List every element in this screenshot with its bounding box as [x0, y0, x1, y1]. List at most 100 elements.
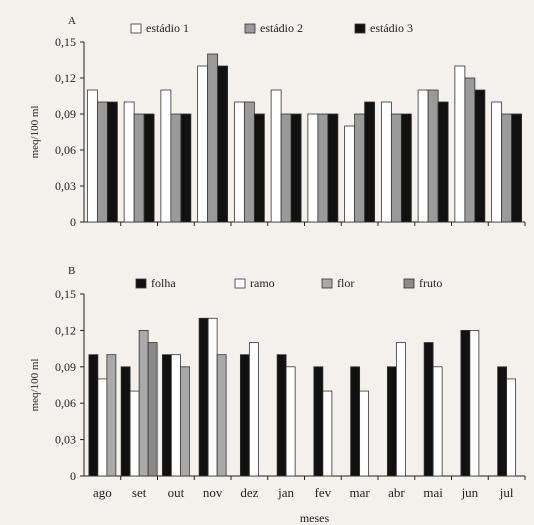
bar-estádio-3	[364, 101, 376, 223]
bar-estádio-3	[253, 113, 265, 223]
bar-estádio-3	[180, 113, 192, 223]
y-tick-label: 0,15	[55, 35, 76, 49]
bar-folha	[276, 354, 287, 477]
bar-estádio-3	[511, 113, 523, 223]
panel-b: B 0 0,03 0,06 0,09 0,12 0,15 meq/100 ml ago set ou…	[29, 265, 526, 525]
bar-estádio-3	[400, 113, 412, 223]
legend-label: folha	[151, 276, 176, 290]
x-tick-label: fev	[315, 485, 332, 500]
bar-estádio-3	[437, 101, 449, 223]
bar-folha	[120, 366, 131, 477]
bar-estádio-2	[501, 113, 513, 223]
legend-label: estádio 3	[370, 21, 413, 35]
bar-folha	[161, 354, 172, 477]
bar-estádio-2	[243, 101, 255, 223]
bar-estádio-3	[217, 65, 229, 223]
bar-ramo	[506, 378, 517, 477]
bar-ramo	[97, 378, 108, 477]
y-tick-label: 0,09	[55, 107, 76, 121]
legend-swatch	[403, 278, 415, 289]
y-tick-label: 0,03	[55, 433, 76, 447]
bar-folha	[313, 366, 324, 477]
y-tick-label: 0,03	[55, 179, 76, 193]
bar-fruto	[147, 342, 158, 477]
bar-estádio-1	[86, 89, 98, 223]
bar-estádio-1	[417, 89, 429, 223]
bar-estádio-2	[133, 113, 145, 223]
bar-folha	[88, 354, 99, 477]
legend-swatch	[321, 278, 333, 289]
y-tick-label: 0,06	[55, 143, 76, 157]
bar-folha	[497, 366, 508, 477]
bar-estádio-1	[233, 101, 245, 223]
bar-ramo	[322, 390, 333, 477]
bar-estádio-1	[344, 125, 356, 223]
x-tick-label: jun	[461, 485, 479, 500]
legend-swatch	[135, 278, 147, 289]
bar-folha	[423, 342, 434, 477]
bar-folha	[198, 317, 209, 477]
legend-label: ramo	[250, 276, 275, 290]
panel-a: A 0 0,03 0,06 0,09 0,12 0,15 meq/100 ml estádio …	[29, 15, 526, 229]
legend-label: estádio 2	[260, 21, 303, 35]
x-tick-label: set	[132, 485, 147, 500]
x-tick-label: abr	[388, 485, 405, 500]
legend-swatch	[354, 23, 366, 34]
bar-estádio-2	[280, 113, 292, 223]
x-tick-label: jul	[499, 485, 514, 500]
bar-estádio-3	[143, 113, 155, 223]
bar-estádio-1	[491, 101, 503, 223]
bar-estádio-3	[106, 101, 118, 223]
bar-folha	[460, 329, 471, 477]
bar-flor	[138, 329, 149, 477]
y-tick-label: 0,12	[55, 323, 76, 337]
y-axis-label: meq/100 ml	[29, 359, 41, 412]
bar-estádio-2	[464, 77, 476, 223]
panel-letter: B	[68, 265, 75, 277]
x-tick-label: jan	[277, 485, 294, 500]
panel-letter: A	[68, 15, 76, 27]
bar-estádio-1	[454, 65, 466, 223]
bar-estádio-2	[390, 113, 402, 223]
x-axis-label: meses	[300, 511, 330, 525]
bar-estádio-1	[197, 65, 209, 223]
bar-estádio-2	[354, 113, 366, 223]
bar-flor	[106, 354, 117, 477]
bar-ramo	[207, 317, 218, 477]
legend-swatch	[244, 23, 256, 34]
bar-estádio-3	[474, 89, 486, 223]
legend-label: fruto	[419, 276, 442, 290]
bar-ramo	[395, 342, 406, 477]
bar-flor	[216, 354, 227, 477]
legend-label: flor	[337, 276, 354, 290]
x-tick-label: out	[168, 485, 185, 500]
bar-flor	[179, 366, 190, 477]
bar-folha	[350, 366, 361, 477]
bar-estádio-3	[290, 113, 302, 223]
bar-estádio-2	[427, 89, 439, 223]
bar-ramo	[170, 354, 181, 477]
bar-estádio-2	[317, 113, 329, 223]
x-tick-label: mai	[423, 485, 443, 500]
bar-ramo	[248, 342, 259, 477]
bar-ramo	[432, 366, 443, 477]
bar-estádio-3	[327, 113, 339, 223]
bar-estádio-1	[160, 89, 172, 223]
bar-estádio-1	[307, 113, 319, 223]
x-tick-label: nov	[203, 485, 223, 500]
y-tick-label: 0	[70, 469, 76, 483]
bar-estádio-1	[123, 101, 135, 223]
y-axis-label: meq/100 ml	[29, 106, 41, 159]
bar-ramo	[469, 329, 480, 477]
bar-estádio-2	[96, 101, 108, 223]
bar-folha	[386, 366, 397, 477]
y-tick-label: 0	[70, 215, 76, 229]
bar-ramo	[359, 390, 370, 477]
y-tick-label: 0,15	[55, 287, 76, 301]
y-tick-label: 0,12	[55, 71, 76, 85]
x-tick-label: ago	[93, 485, 112, 500]
legend-swatch	[130, 23, 142, 34]
x-tick-label: mar	[350, 485, 371, 500]
x-tick-label: dez	[240, 485, 258, 500]
